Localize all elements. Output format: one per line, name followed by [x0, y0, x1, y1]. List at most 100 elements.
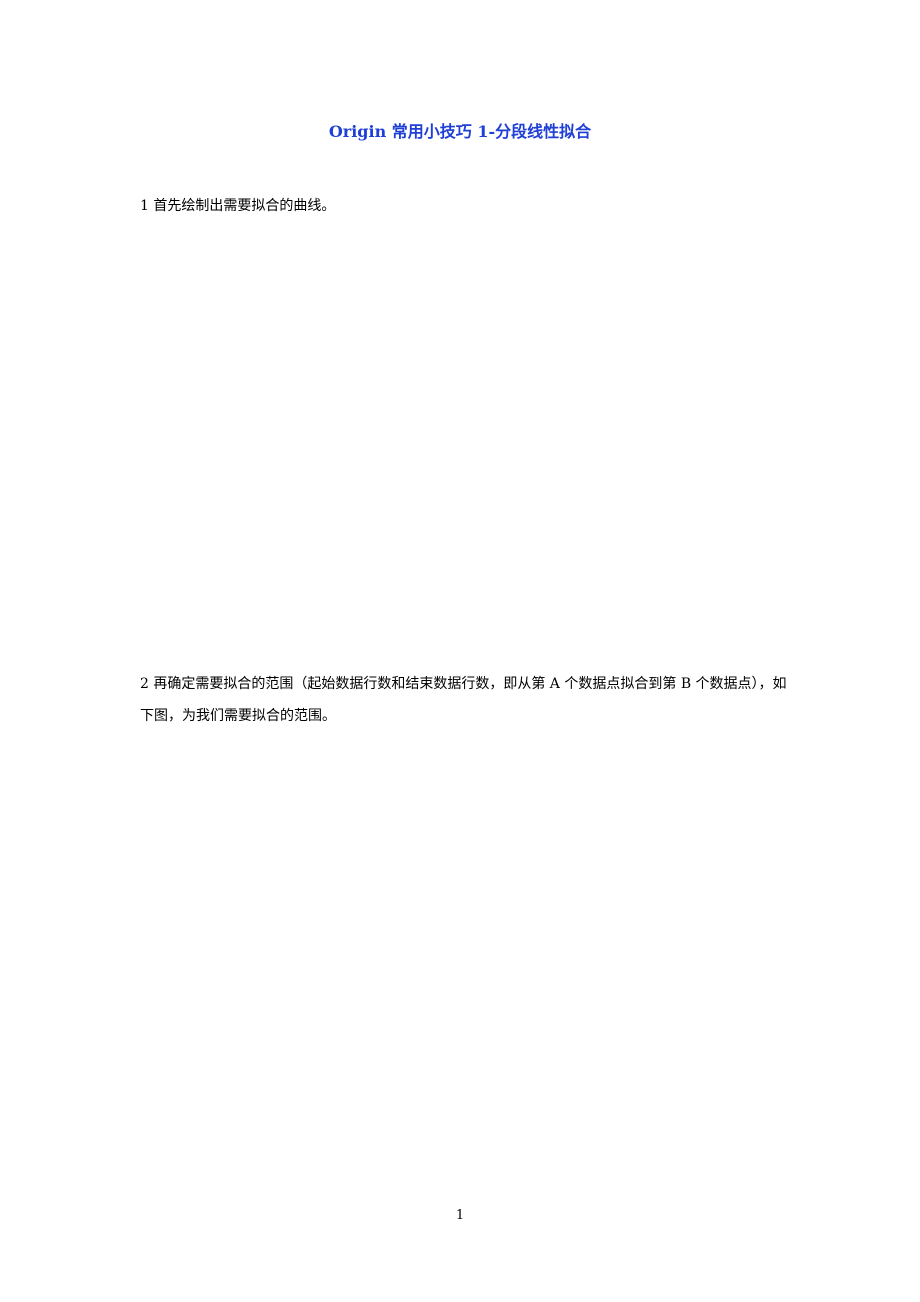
- chart2-data-point: [478, 855, 486, 863]
- chart1-x-axis-label: ln(ln(p0/p)): [434, 588, 510, 610]
- chart2-data-point: [555, 868, 563, 876]
- chart2-data-point: [526, 863, 534, 871]
- chart1-data-point: [629, 504, 637, 512]
- chart2-x-label-part: /: [491, 1088, 496, 1107]
- chart2-data-point: [609, 936, 617, 944]
- chart2-data-point: [332, 808, 340, 816]
- chart2-y-tick-label: -2: [264, 1014, 275, 1029]
- chart2-y-label-part: ln(: [230, 919, 249, 938]
- chart2-x-label-part: p: [495, 1088, 505, 1107]
- chart1-x-label-part: p: [471, 588, 481, 607]
- chart2-data-point: [470, 854, 478, 862]
- chart2-data-point: [344, 815, 352, 823]
- chart1-y-label-part: ): [217, 375, 236, 381]
- chart1-x-label-part: 0: [481, 598, 487, 610]
- chart1-data-point: [597, 376, 605, 384]
- chart2-y-label-part: m: [240, 886, 252, 894]
- chart2-data-point: [623, 980, 631, 988]
- chart2-data-point: [496, 858, 504, 866]
- chart2-data-point: [607, 926, 615, 934]
- chart1-data-point: [608, 422, 616, 430]
- chart2-data-point: [597, 881, 605, 889]
- chart2-y-axis-label: ln(V/Vm): [230, 880, 252, 938]
- chart1-data-point: [610, 433, 618, 441]
- chart1-data-point: [435, 342, 443, 350]
- chart1-x-tick-label: -2: [408, 563, 419, 578]
- chart1-data-point: [546, 361, 554, 369]
- chart2-x-label-part: )): [504, 1088, 515, 1107]
- chart1-data-point: [423, 338, 431, 346]
- chart2-data-point: [523, 862, 531, 870]
- chart2-data-point: [430, 844, 438, 852]
- chart2-y-label-part: V: [230, 891, 249, 904]
- chart2-data-point: [442, 848, 450, 856]
- chart1-x-tick-label: 2: [599, 563, 606, 578]
- chart1-data-point: [550, 362, 558, 370]
- chart1-x-tick-label: -4: [314, 563, 325, 578]
- chart1-y-label-part: m: [227, 381, 239, 389]
- chart2-range-marker: [590, 867, 597, 896]
- chart1-data-point: [535, 359, 543, 367]
- chart2-annotation-arrow-A: [327, 798, 402, 806]
- chart2-data-point: [413, 838, 421, 846]
- chart2-data-point: [530, 863, 538, 871]
- chart2-data-point: [537, 865, 545, 873]
- chart2-data-point: [375, 822, 383, 830]
- chart2-data-point: [516, 861, 524, 869]
- chart2-x-tick-label: 3: [644, 1063, 651, 1078]
- chart2-range-marker-arrow-up: [314, 790, 321, 796]
- page-number: 1: [455, 1208, 465, 1223]
- chart1-data-point: [603, 392, 611, 400]
- chart2-x-label-part: p: [476, 1088, 486, 1107]
- step-1-text: 1 首先绘制出需要拟合的曲线。: [140, 198, 336, 214]
- chart2-y-tick-label: 0: [269, 886, 276, 901]
- chart1-data-point: [527, 358, 535, 366]
- chart2-y-label-part: /: [230, 904, 249, 909]
- chart2-x-tick-label: -4: [325, 1063, 336, 1078]
- chart2-x-label-part: ln(ln(: [439, 1088, 477, 1107]
- chart2-x-tick-label: -5: [280, 1063, 291, 1078]
- chart1-y-label-part: ln(: [217, 414, 236, 433]
- chart1-x-label-part: ln(ln(: [434, 588, 472, 607]
- chart2-data-point: [519, 861, 527, 869]
- chart1-x-tick-label: -5: [267, 563, 278, 578]
- chart1-data-point: [543, 360, 551, 368]
- chart2-y-label-part: ): [230, 880, 249, 886]
- chart2-data-point: [579, 874, 587, 882]
- chart2-data-point: [452, 851, 460, 859]
- chart2-annotation-label-B: B: [479, 895, 489, 911]
- chart2-data-point: [605, 910, 613, 918]
- chart1-data-point: [612, 445, 620, 453]
- chart1-data-point: [321, 300, 329, 308]
- chart1-data-point: [492, 352, 500, 360]
- chart2-data-point: [599, 886, 607, 894]
- chart1-data-point: [473, 349, 481, 357]
- chart1-data-point: [512, 355, 520, 363]
- chart2-data-point: [407, 835, 415, 843]
- chart2-data-point: [541, 865, 549, 873]
- chart2-x-tick-label: -2: [415, 1063, 426, 1078]
- chart1-data-point: [446, 344, 454, 352]
- chart1-data-point: [524, 357, 532, 365]
- chart2-data-point: [502, 859, 510, 867]
- chart1-y-tick-label: 2: [256, 249, 263, 264]
- chart1-data-point: [302, 293, 310, 301]
- chart1-y-label-part: V: [217, 402, 236, 415]
- chart1-y-tick-label: -1: [251, 447, 262, 462]
- chart1-data-point: [458, 346, 466, 354]
- chart2-data-point: [604, 903, 612, 911]
- chart2-x-tick-label: -1: [461, 1063, 472, 1078]
- chart2-data-point: [512, 860, 520, 868]
- chart1-y-label-part: V: [217, 387, 236, 400]
- chart2-data-point: [507, 860, 515, 868]
- chart1-x-tick-label: -1: [455, 563, 466, 578]
- chart1-data-point: [465, 348, 473, 356]
- chart2-x-tick-label: 1: [554, 1063, 561, 1078]
- chart2-range-marker-arrow-down: [590, 890, 597, 896]
- chart2-y-label-part: V: [230, 906, 249, 919]
- chart1-x-tick-label: 3: [646, 563, 653, 578]
- chart2-data-point: [616, 961, 624, 969]
- chart2-data-point: [534, 864, 542, 872]
- step-2-text: 2 再确定需要拟合的范围（起始数据行数和结束数据行数，即从第 A 个数据点拟合到…: [140, 676, 787, 724]
- chart2-range-marker: [314, 790, 321, 819]
